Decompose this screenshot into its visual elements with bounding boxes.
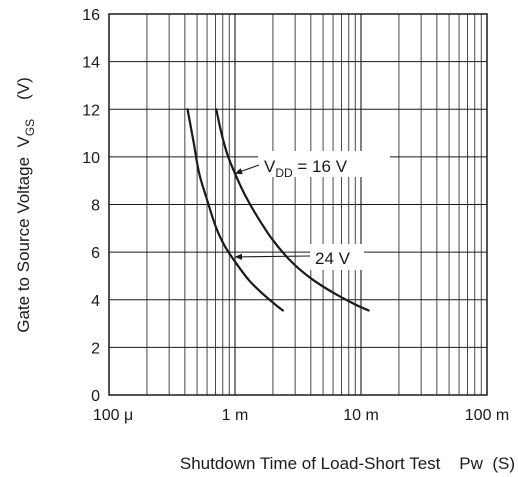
y-tick-label: 16	[82, 7, 100, 24]
annotation-label-sub: DD	[275, 166, 293, 180]
y-axis-title: Gate to Source Voltage VGS (V)	[14, 77, 37, 333]
annotation-label-main: 24 V	[315, 249, 351, 268]
y-tick-label: 10	[82, 150, 100, 167]
x-tick-label: 10 m	[343, 407, 379, 424]
y-tick-label: 4	[91, 293, 100, 310]
annotations: VDD = 16 V 24 V	[234, 151, 390, 270]
y-axis-title-symbol-sub: GS	[23, 119, 37, 136]
annotation-background	[310, 244, 364, 270]
grid	[109, 14, 487, 395]
y-axis-title-unit: (V)	[14, 77, 33, 100]
y-tick-label: 8	[91, 198, 100, 215]
y-axis-title-symbol: V	[14, 136, 33, 148]
y-tick-label: 14	[82, 55, 100, 72]
x-tick-label: 100 m	[465, 407, 509, 424]
series-layer	[186, 108, 370, 312]
annotation-label-rest: = 16 V	[293, 157, 348, 176]
annotation-background	[258, 151, 390, 177]
x-tick-label: 1 m	[222, 407, 249, 424]
annotation-label: VDD = 16 V	[264, 157, 348, 180]
svg-text:Gate to Source Voltage VGS: Gate to Source Voltage VGS (V)	[14, 77, 37, 333]
x-axis-title: Shutdown Time of Load-Short Test Pw (S)	[180, 454, 515, 473]
series-line-2	[186, 108, 285, 312]
annotation-label-main: V	[264, 157, 276, 176]
annotation-arrow	[234, 164, 260, 175]
annotation-label: 24 V	[315, 249, 351, 268]
series-line-1	[215, 108, 370, 312]
y-axis-title-main: Gate to Source Voltage	[14, 157, 33, 333]
tick-labels: 0 2 4 6 8 10 12 14 16 100 μ 1 m 10 m 100 m	[82, 7, 509, 424]
y-tick-label: 6	[91, 245, 100, 262]
y-tick-label: 0	[91, 388, 100, 405]
y-tick-label: 2	[91, 340, 100, 357]
y-tick-label: 12	[82, 102, 100, 119]
plot-frame	[108, 13, 488, 396]
x-tick-label: 100 μ	[93, 407, 133, 424]
annotation-arrow	[234, 253, 311, 260]
